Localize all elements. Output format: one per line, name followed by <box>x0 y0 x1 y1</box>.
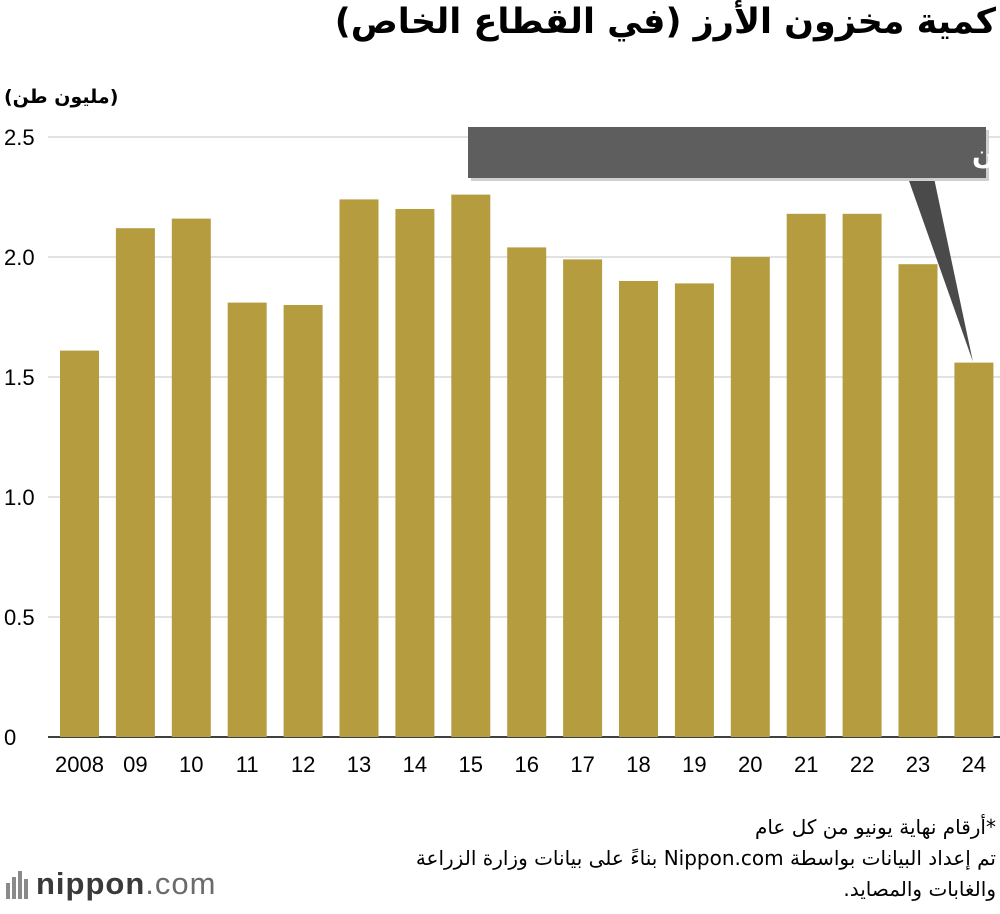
bar-chart: 0 0.5 1.0 1.5 2.0 2.5 2008 09 10 11 12 13 14 15 16 17 18… <box>4 125 1000 777</box>
bar-12 <box>283 305 323 737</box>
logo-suffix: .com <box>145 866 217 901</box>
bar-09 <box>115 228 155 737</box>
y-tick-label: 2.5 <box>4 125 35 150</box>
y-tick-label: 0.5 <box>4 605 35 630</box>
y-tick-label: 2.0 <box>4 245 35 270</box>
bar-24 <box>954 362 994 737</box>
bar-14 <box>395 209 435 737</box>
bar-11 <box>227 302 267 737</box>
logo-brand: nippon <box>36 866 146 901</box>
bar-15 <box>451 194 491 738</box>
x-tick-label: 12 <box>291 752 315 777</box>
y-tick-label: 1.5 <box>4 365 35 390</box>
bar-17 <box>563 259 603 737</box>
bar-2008 <box>60 350 99 737</box>
y-tick-label: 1.0 <box>4 485 35 510</box>
x-tick-label: 17 <box>570 752 594 777</box>
bar-23 <box>898 264 938 737</box>
y-axis-unit-label: (مليون طن) <box>4 86 119 108</box>
x-tick-label: 21 <box>794 752 818 777</box>
callout-pointer <box>908 178 973 362</box>
bar-20 <box>730 257 770 737</box>
x-tick-label: 15 <box>459 752 483 777</box>
footnote-source-line-2: تم إعداد البيانات بواسطة Nippon.com بناء… <box>415 846 996 870</box>
x-tick-label: 16 <box>514 752 538 777</box>
footnote-line-1: *أرقام نهاية يونيو من كل عام <box>754 815 996 839</box>
x-tick-label: 23 <box>906 752 930 777</box>
bar-22 <box>842 213 882 738</box>
callout-text: أدنى مستوى في التاريخ: 156,000 طن <box>972 135 1000 169</box>
nippon-logo[interactable]: nippon.com <box>6 866 216 902</box>
nippon-logo-text: nippon.com <box>36 866 216 902</box>
x-tick-label: 10 <box>179 752 203 777</box>
x-tick-label: 18 <box>626 752 650 777</box>
nippon-logo-icon <box>6 871 28 899</box>
bar-16 <box>507 247 547 737</box>
bar-18 <box>619 281 658 737</box>
x-tick-label: 22 <box>850 752 874 777</box>
x-tick-label: 20 <box>738 752 762 777</box>
bar-13 <box>339 199 379 737</box>
footnote-source-line-3: والغابات والمصايد. <box>843 877 996 901</box>
y-tick-label: 0 <box>4 725 16 750</box>
callout-box <box>468 127 986 178</box>
bar-21 <box>786 213 826 738</box>
x-tick-label: 09 <box>123 752 147 777</box>
x-tick-label: 11 <box>236 752 259 777</box>
x-tick-label: 14 <box>403 752 427 777</box>
x-tick-label: 2008 <box>55 752 104 777</box>
bar-10 <box>171 218 211 738</box>
x-tick-label: 19 <box>682 752 706 777</box>
x-tick-label: 24 <box>962 752 986 777</box>
x-tick-label: 13 <box>347 752 371 777</box>
footnote: *أرقام نهاية يونيو من كل عام تم إعداد ال… <box>356 812 996 905</box>
bar-19 <box>674 283 714 737</box>
chart-title: كمية مخزون الأرز (في القطاع الخاص) <box>334 2 996 42</box>
